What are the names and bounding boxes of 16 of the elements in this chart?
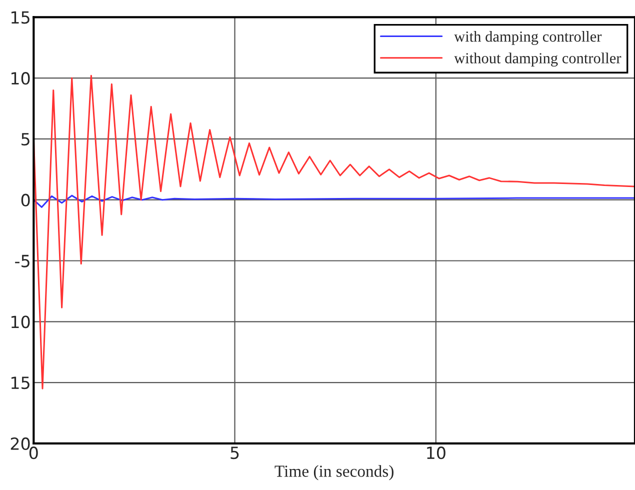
legend-label: with damping controller [454, 30, 602, 45]
x-tick-label: 0 [29, 446, 38, 460]
y-tick-label: 10 [12, 316, 30, 328]
line-series [34, 74, 635, 390]
x-tick-label: 5 [230, 446, 239, 460]
y-tick-label: -5 [15, 254, 30, 268]
y-tick-label: 15 [12, 376, 30, 390]
y-tick-label: 5 [22, 133, 30, 146]
y-tick-label: 15 [12, 11, 30, 24]
y-tick-label: 20 [10, 437, 30, 450]
line-series [34, 194, 635, 208]
legend-label: without damping controller [454, 52, 622, 67]
x-axis-title: Time (in seconds) [274, 465, 394, 480]
y-tick-label: 0 [21, 194, 30, 206]
y-tick-label: 10 [12, 72, 30, 85]
x-tick-label: 10 [427, 446, 446, 460]
